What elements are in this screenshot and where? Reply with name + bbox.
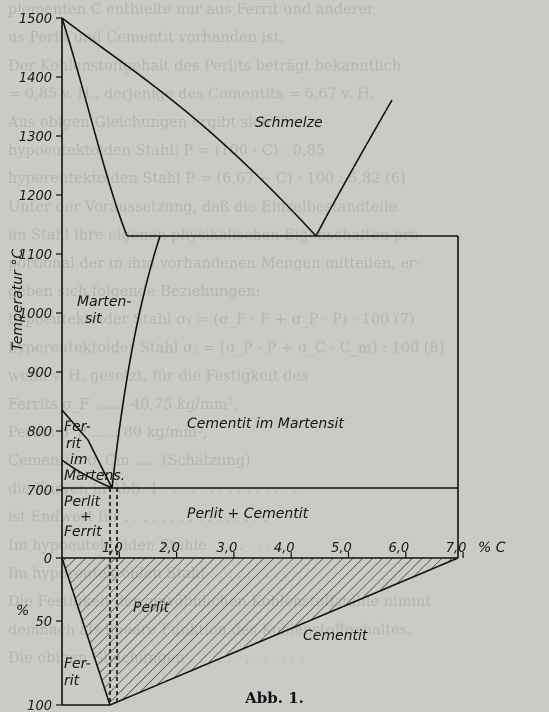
region-ferrit-im-martens-1: Fer- <box>64 419 91 435</box>
y-tick-label: 1000 <box>19 307 52 322</box>
background-text-line: Aus obigen Gleichungen ergibt sich für <box>7 115 297 131</box>
y-tick-label: 1300 <box>19 130 52 145</box>
x-tick-label: 7,0 <box>446 541 467 556</box>
region-martensit-1: Marten- <box>77 294 131 310</box>
x-tick-label: 3,0 <box>217 541 238 556</box>
y-tick-label: 800 <box>27 425 52 440</box>
background-text-line: hypereutektoider Stahl σ₂ = (σ_P · P + σ… <box>8 340 444 356</box>
region-ferrit-im-martens-4: Martens. <box>64 468 125 484</box>
liquidus-right <box>315 99 393 237</box>
region-perlit-cementit: Perlit + Cementit <box>187 506 309 522</box>
y-tick-label: 1400 <box>19 71 52 86</box>
region-perlit: Perlit <box>133 600 170 616</box>
region-perlit-ferrit-3: Ferrit <box>64 524 102 540</box>
x-axis-unit-label: % C <box>478 540 506 556</box>
background-text-line: ist Endwert für . . . . . . . . . . . . … <box>8 510 267 526</box>
region-schmelze: Schmelze <box>255 115 323 131</box>
x-tick-label: 5,0 <box>331 541 352 556</box>
perlite-boundary-right <box>109 557 459 706</box>
solidus-line <box>61 17 128 237</box>
background-text-line: geben sich folgende Beziehungen: <box>8 284 260 300</box>
y-axis-label: Temperatur °C <box>10 249 26 351</box>
x-tick-label: 1,0 <box>102 541 123 556</box>
background-text-line: Im hypoeutektoiden Stahle . . . . . . . … <box>8 538 290 554</box>
region-martensit-2: sit <box>85 311 102 327</box>
y-tick-label: 900 <box>27 366 52 381</box>
acm-line <box>111 235 161 489</box>
background-text-line: hypoeutektoiden Stahl: P = (100 · C) : 0… <box>8 143 325 159</box>
background-text-line: plementen C enthielte nur aus Ferrit und… <box>8 2 374 18</box>
region-perlit-ferrit-1: Perlit <box>64 494 101 510</box>
region-cementit-im-martensit: Cementit im Martensit <box>187 416 344 432</box>
liquidus-left <box>61 17 317 237</box>
y-tick-label: 700 <box>27 484 52 499</box>
a3-line <box>61 459 113 489</box>
y-tick-label-lower: 100 <box>27 699 52 712</box>
background-text-line: wenn v. H. gesetzt, für die Festigkeit d… <box>8 369 308 385</box>
x-tick-label: 2,0 <box>159 541 180 556</box>
background-text-line: Perlits σ_P ...... 80 kg/mm², <box>8 425 207 441</box>
y-tick-label-lower: 50 <box>35 615 52 630</box>
region-perlit-ferrit-2: + <box>80 509 92 525</box>
y-tick-label: 0 <box>44 552 52 567</box>
ferrite-boundary <box>87 439 113 489</box>
x-tick-label: 4,0 <box>274 541 295 556</box>
background-text-line: hypoeutektoider Stahl σ₁ = (σ_F · F + σ_… <box>8 312 415 328</box>
background-text-line: Der Kohlenstoffgehalt des Perlits beträg… <box>8 58 401 74</box>
region-ferrit-im-martens-3: im <box>70 452 88 468</box>
region-ferrit-im-martens-2: rit <box>66 436 82 452</box>
figure-caption: Abb. 1. <box>245 689 304 707</box>
region-ferrit-1: Fer- <box>64 656 91 672</box>
background-text-line: portional der in ihm vorhandenen Mengen … <box>8 256 421 272</box>
background-text-line: die Kurven in Abb. 1 . . . . . . . . . .… <box>8 481 306 497</box>
background-text-line: us Perlit und Cementit vorhanden ist. <box>8 30 284 46</box>
perlite-boundary-left <box>61 557 111 706</box>
x-tick-label: 6,0 <box>388 541 409 556</box>
region-ferrit-2: rit <box>64 673 80 689</box>
y-tick-label: 1100 <box>19 248 52 263</box>
y-axis-lower-label: % <box>16 603 29 619</box>
region-cementit: Cementit <box>303 628 368 644</box>
background-text-line: = 0,85 v. H., derjenige des Cementits = … <box>8 87 374 103</box>
background-text-line: Unter der Voraussetzung, daß die Einzelb… <box>8 199 397 215</box>
y-tick-label: 1500 <box>19 12 52 27</box>
y-tick-label: 1200 <box>19 189 52 204</box>
ferrite-boundary-top <box>61 409 89 441</box>
